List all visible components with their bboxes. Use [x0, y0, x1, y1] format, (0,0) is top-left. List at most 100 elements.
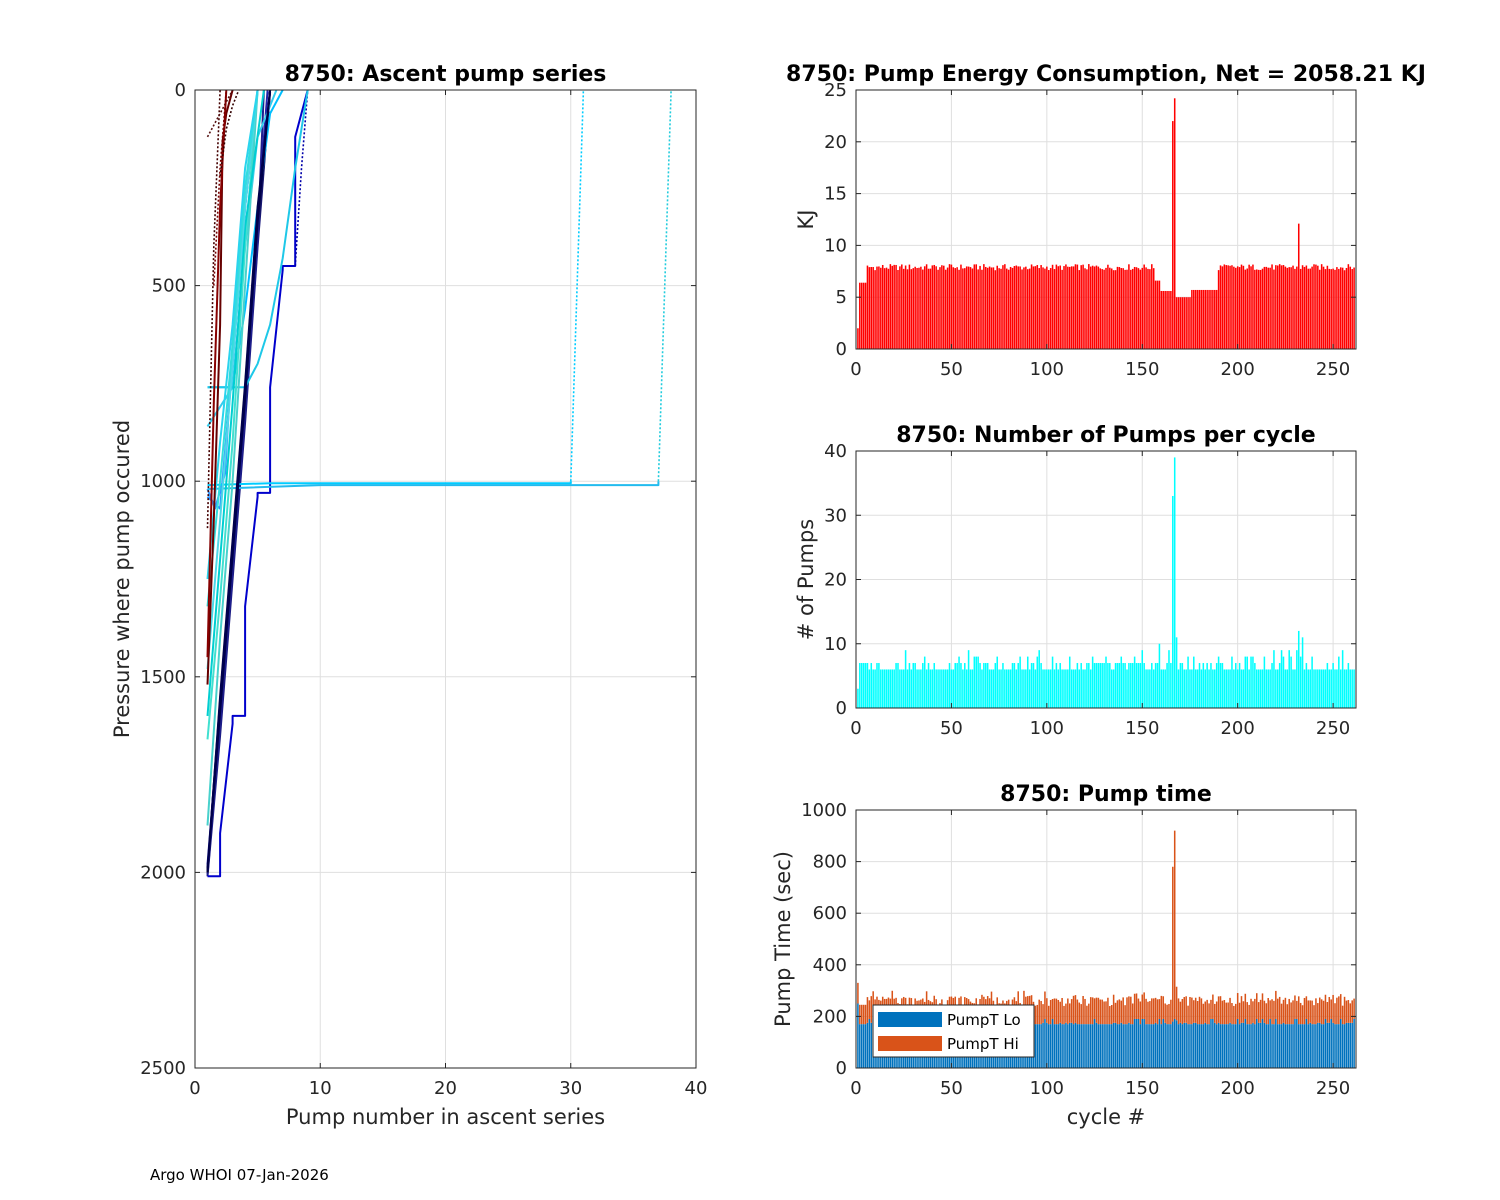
bar	[929, 268, 932, 349]
bar	[1021, 669, 1023, 708]
bar-hi	[1154, 997, 1157, 1023]
bar	[925, 669, 928, 708]
bar	[1219, 663, 1222, 708]
bar	[1328, 669, 1331, 708]
bar	[1257, 669, 1260, 708]
bar	[1196, 669, 1199, 708]
bar-lo	[1334, 1024, 1336, 1068]
bar-lo	[1158, 1018, 1161, 1068]
bar-hi	[1214, 1003, 1216, 1023]
bar-hi	[1152, 998, 1155, 1025]
bar	[1019, 656, 1021, 708]
bar-hi	[1116, 1000, 1119, 1025]
y-tick-label: 30	[824, 505, 847, 526]
bar-hi	[1193, 1000, 1195, 1023]
bar	[912, 663, 915, 708]
bar-lo	[1177, 1024, 1180, 1068]
bar	[1276, 669, 1279, 708]
bar	[914, 266, 916, 349]
bar-hi	[1101, 999, 1103, 1025]
bar-hi	[1261, 993, 1264, 1019]
bar-hi	[1343, 996, 1346, 1025]
bar-hi	[1110, 1005, 1113, 1025]
bar	[1242, 669, 1245, 708]
bar-hi	[1338, 996, 1340, 1025]
bar-lo	[1154, 1022, 1157, 1068]
bar	[1067, 669, 1069, 708]
bar	[1097, 266, 1100, 349]
bar	[1265, 266, 1268, 349]
bar-lo	[1135, 1018, 1138, 1068]
x-tick-label: 0	[189, 1078, 200, 1099]
bar	[1349, 669, 1352, 708]
bar	[1214, 289, 1216, 349]
bar-hi	[1139, 1001, 1142, 1025]
bar-hi	[1254, 998, 1256, 1025]
bar-hi	[1047, 1005, 1050, 1025]
bar-hi	[1151, 998, 1153, 1025]
bar	[956, 663, 958, 708]
bar	[1246, 656, 1248, 708]
bar-lo	[1091, 1024, 1094, 1068]
bar-hi	[866, 997, 869, 1023]
bar-lo	[1297, 1024, 1300, 1068]
bar-lo	[1353, 1018, 1355, 1068]
bar	[1059, 265, 1061, 349]
bar	[1112, 669, 1115, 708]
bar	[1259, 269, 1262, 349]
bar-hi	[1296, 1000, 1298, 1019]
y-tick-label: 10	[824, 235, 847, 256]
bar-hi	[1078, 1002, 1081, 1025]
bar	[1341, 650, 1344, 708]
bar-hi	[1292, 1000, 1294, 1025]
bar	[1273, 650, 1275, 708]
bar	[1034, 669, 1037, 708]
bar	[1263, 266, 1266, 349]
plot-area	[857, 98, 1355, 349]
bar	[1259, 669, 1262, 708]
bar-hi	[1074, 995, 1077, 1023]
bar	[1034, 266, 1037, 349]
bar	[1341, 267, 1344, 349]
bar	[1301, 637, 1304, 708]
bar-lo	[1223, 1024, 1226, 1068]
bar-lo	[1265, 1024, 1268, 1068]
bar-hi	[1206, 999, 1208, 1025]
bar	[862, 663, 865, 708]
bar	[1271, 264, 1273, 349]
bar-lo	[1332, 1022, 1334, 1068]
bar-lo	[1252, 1022, 1254, 1068]
bar-hi	[1126, 997, 1128, 1025]
bar	[929, 669, 932, 708]
bar-hi	[1103, 1001, 1105, 1025]
bar	[956, 267, 958, 349]
bar	[973, 264, 976, 349]
x-tick-label: 0	[850, 718, 861, 739]
bar	[1166, 663, 1168, 708]
x-tick-label: 0	[850, 359, 861, 380]
bar	[1204, 669, 1206, 708]
bar-hi	[1351, 1000, 1353, 1023]
bar-hi	[1181, 999, 1184, 1025]
bar	[1152, 669, 1155, 708]
bar-lo	[1263, 1022, 1266, 1068]
bar-hi	[1324, 994, 1327, 1019]
bar	[965, 669, 968, 708]
bar-hi	[1311, 1000, 1313, 1025]
bar-lo	[1339, 1018, 1342, 1068]
bar-hi	[1164, 1003, 1166, 1023]
bar	[960, 264, 962, 349]
bar	[1000, 669, 1002, 708]
bar	[1320, 264, 1323, 349]
bar-lo	[1284, 1024, 1287, 1068]
bar	[1305, 265, 1308, 349]
bar	[1124, 663, 1126, 708]
bar-hi	[1210, 999, 1212, 1019]
bar	[1164, 290, 1166, 349]
bar	[1133, 656, 1136, 708]
bar	[1236, 266, 1239, 349]
bar-hi	[1059, 1001, 1061, 1023]
bar	[1179, 663, 1182, 708]
bar	[1061, 669, 1063, 708]
